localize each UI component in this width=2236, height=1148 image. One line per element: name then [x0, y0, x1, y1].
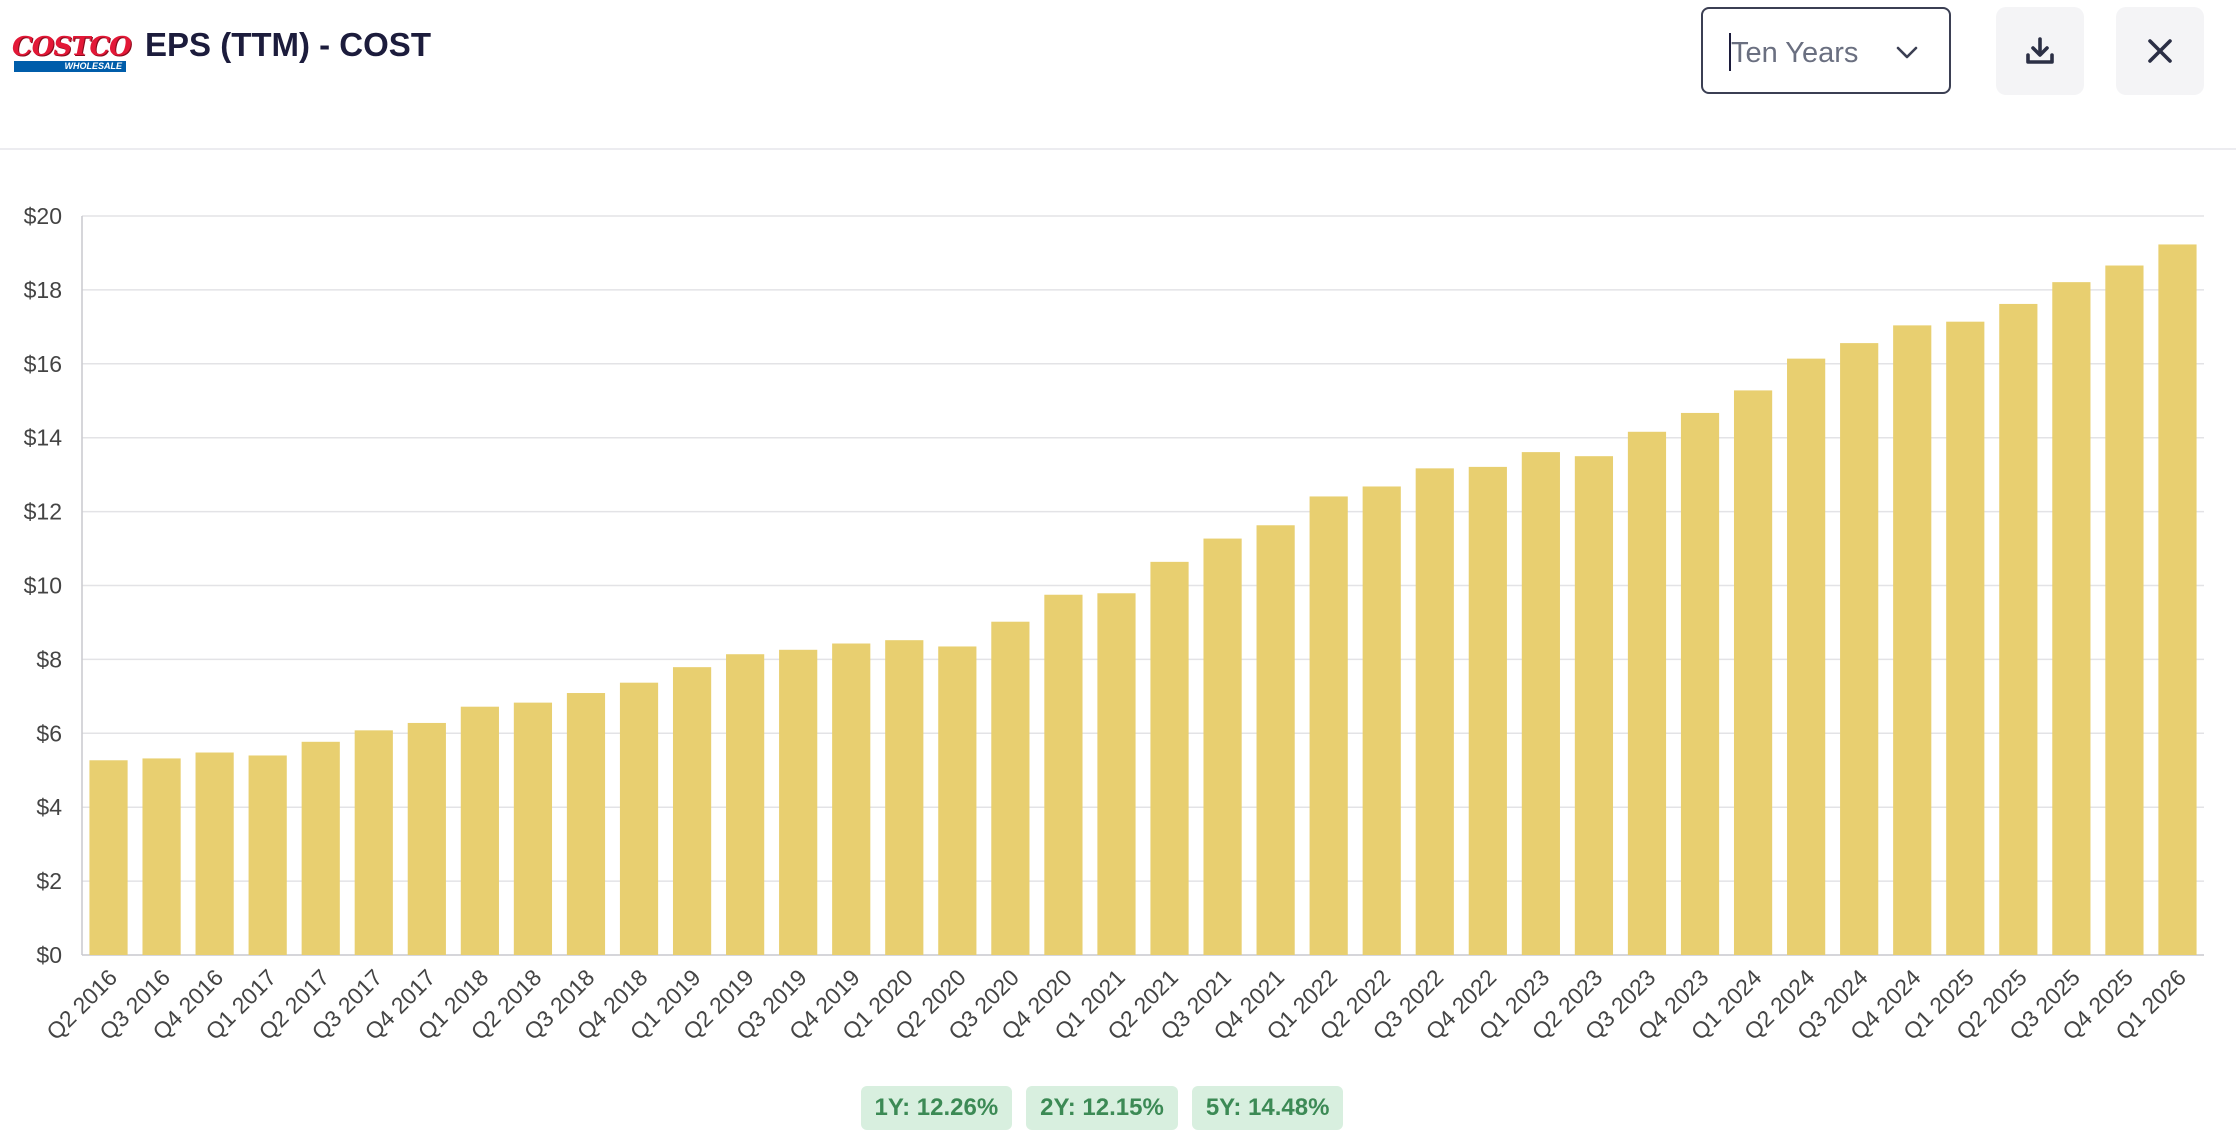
- bar: [407, 722, 446, 955]
- bar: [672, 667, 712, 955]
- bar: [1362, 486, 1401, 955]
- growth-badge-5y: 5Y: 14.48%: [1191, 1086, 1344, 1130]
- bar: [1415, 468, 1454, 955]
- close-icon: [2148, 39, 2172, 63]
- bar: [1787, 358, 1826, 955]
- bar: [1733, 390, 1773, 955]
- bar: [619, 682, 659, 955]
- logo-wordmark: COSTCO: [12, 32, 132, 62]
- y-tick-label: $10: [24, 573, 62, 599]
- bar: [1044, 594, 1083, 955]
- growth-rates: 1Y: 12.26% 2Y: 12.15% 5Y: 14.48%: [0, 1086, 2236, 1130]
- y-tick-label: $4: [36, 794, 62, 820]
- bar: [1150, 561, 1189, 955]
- eps-chart: $0 $2 $4 $6 $8 $10 $12 $14 $16 $18 $20 Q2 2016 Q3 20…: [0, 150, 2236, 1090]
- bar: [885, 640, 924, 955]
- logo-subtext: WHOLESALE: [14, 61, 126, 72]
- bar: [566, 693, 606, 955]
- bar: [142, 758, 181, 955]
- bar: [1840, 343, 1879, 955]
- bar: [938, 646, 977, 955]
- bar: [2105, 265, 2144, 955]
- bar: [1309, 496, 1348, 955]
- close-button[interactable]: [2116, 7, 2204, 95]
- chevron-down-icon: [1896, 46, 1918, 59]
- bar: [513, 702, 553, 955]
- page-title: EPS (TTM) - COST: [145, 26, 431, 63]
- bar: [354, 730, 393, 955]
- period-select-value: Ten Years: [1731, 37, 1859, 69]
- y-tick-label: $6: [36, 720, 62, 746]
- bar: [991, 621, 1030, 955]
- bar: [1680, 412, 1720, 956]
- y-tick-label: $14: [24, 425, 63, 451]
- bar: [2052, 282, 2091, 955]
- bar: [1946, 321, 1985, 955]
- y-tick-label: $2: [36, 868, 62, 894]
- bar: [1521, 452, 1560, 955]
- y-tick-label: $20: [24, 203, 62, 229]
- y-tick-label: $18: [24, 277, 62, 303]
- header: COSTCO WHOLESALE EPS (TTM) - COST Ten Ye…: [0, 0, 2236, 150]
- download-button[interactable]: [1996, 7, 2084, 95]
- bar: [726, 654, 765, 955]
- costco-logo: COSTCO WHOLESALE: [10, 30, 132, 72]
- bar: [89, 760, 128, 955]
- bar: [301, 741, 340, 955]
- bar: [1999, 303, 2038, 955]
- text-cursor: [1729, 33, 1731, 71]
- bar: [1203, 538, 1242, 955]
- y-tick-label: $8: [36, 646, 62, 672]
- bar: [779, 649, 818, 955]
- bar: [1893, 325, 1932, 955]
- bar: [195, 752, 234, 955]
- bar: [2158, 244, 2197, 955]
- bar: [1627, 431, 1667, 956]
- download-icon: [2026, 37, 2054, 64]
- y-tick-label: $0: [36, 942, 62, 968]
- bar: [248, 755, 287, 955]
- bar: [1574, 456, 1614, 955]
- y-tick-label: $12: [24, 499, 62, 525]
- bar: [1097, 593, 1136, 955]
- growth-badge-1y: 1Y: 12.26%: [860, 1086, 1013, 1130]
- bar: [460, 706, 499, 955]
- bar: [1256, 525, 1295, 955]
- y-tick-label: $16: [24, 351, 62, 377]
- bar: [1468, 466, 1507, 955]
- bar: [832, 643, 871, 955]
- growth-badge-2y: 2Y: 12.15%: [1026, 1086, 1178, 1130]
- period-select[interactable]: Ten Years: [1701, 7, 1951, 94]
